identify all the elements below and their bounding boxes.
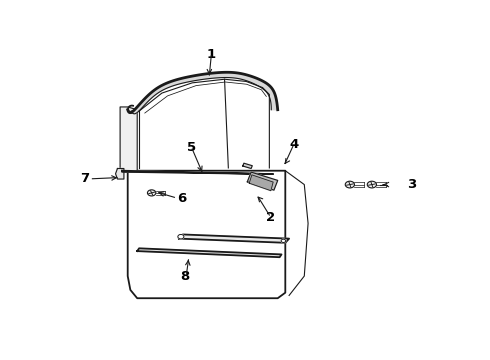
Polygon shape <box>116 168 124 179</box>
Polygon shape <box>247 172 278 190</box>
Text: 6: 6 <box>177 192 186 204</box>
Text: 3: 3 <box>407 178 416 191</box>
Text: 8: 8 <box>180 270 189 283</box>
Text: 2: 2 <box>266 211 275 224</box>
Circle shape <box>368 181 376 188</box>
Text: 4: 4 <box>290 139 299 152</box>
Text: 7: 7 <box>81 172 90 185</box>
Text: 5: 5 <box>187 141 196 154</box>
Polygon shape <box>179 234 289 243</box>
Polygon shape <box>128 72 278 114</box>
Polygon shape <box>249 175 273 191</box>
Polygon shape <box>128 171 285 298</box>
Polygon shape <box>137 248 281 257</box>
Circle shape <box>178 234 184 239</box>
Polygon shape <box>122 171 273 174</box>
Polygon shape <box>243 163 252 168</box>
Circle shape <box>345 181 354 188</box>
Circle shape <box>147 190 156 196</box>
Circle shape <box>281 239 286 243</box>
Polygon shape <box>120 107 137 172</box>
Text: 1: 1 <box>207 48 216 61</box>
